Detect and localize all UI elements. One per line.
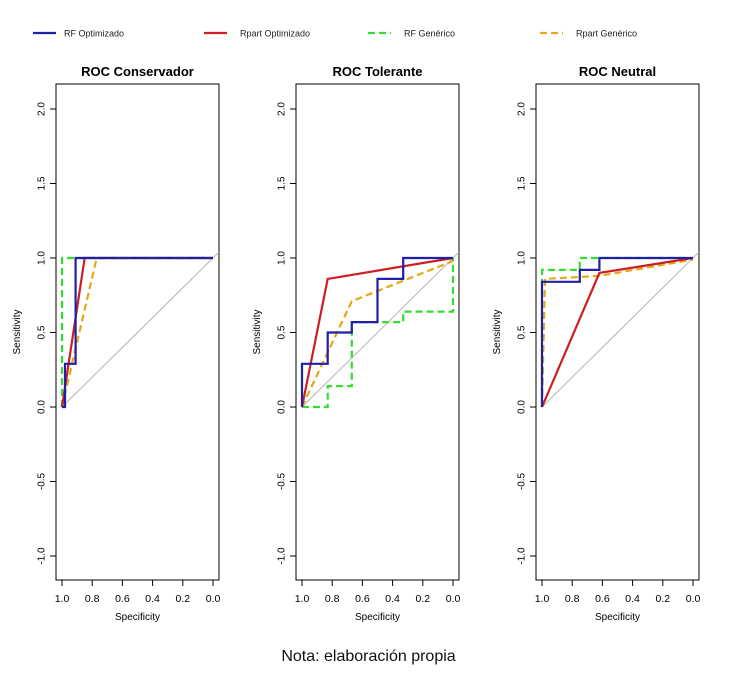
y-tick-label: 1.5 — [37, 176, 48, 190]
y-tick-label: -1.0 — [277, 547, 288, 565]
figure-note: Nota: elaboración propia — [281, 648, 456, 665]
x-tick-label: 0.2 — [175, 593, 190, 605]
y-tick-label: -1.0 — [517, 547, 528, 565]
panel-title: ROC Neutral — [579, 64, 656, 79]
y-axis-label: Sensitivity — [12, 309, 23, 354]
x-tick-label: 0.0 — [686, 593, 701, 605]
roc-curve-rf-optimizado — [300, 256, 453, 407]
y-axis-label: Sensitivity — [252, 309, 263, 354]
x-tick-label: 0.2 — [415, 593, 430, 605]
panel-title: ROC Tolerante — [332, 64, 422, 79]
y-tick-label: 1.5 — [277, 176, 288, 190]
x-tick-label: 0.8 — [85, 593, 100, 605]
y-tick-label: 2.0 — [517, 102, 528, 116]
y-tick-label: -0.5 — [37, 472, 48, 490]
x-axis-label: Specificity — [355, 612, 400, 623]
roc-curve-rf-optimizado — [540, 256, 693, 407]
y-tick-label: 0.0 — [37, 400, 48, 414]
roc-curve-rpart-generico — [301, 259, 454, 408]
x-tick-label: 0.6 — [115, 593, 130, 605]
x-tick-label: 0.4 — [625, 593, 640, 605]
reference-diagonal — [61, 251, 220, 408]
reference-diagonal — [301, 251, 460, 408]
roc-curve-rpart-optimizado — [540, 256, 694, 408]
y-tick-label: 2.0 — [37, 102, 48, 116]
x-tick-label: 0.4 — [385, 593, 400, 605]
y-tick-label: 0.5 — [277, 325, 288, 339]
x-tick-label: 1.0 — [55, 593, 70, 605]
x-tick-label: 0.4 — [145, 593, 160, 605]
y-tick-label: 0.5 — [37, 325, 48, 339]
x-tick-label: 0.6 — [595, 593, 610, 605]
y-tick-label: 1.0 — [517, 251, 528, 265]
x-tick-label: 1.0 — [295, 593, 310, 605]
y-tick-label: 1.0 — [37, 251, 48, 265]
reference-diagonal — [541, 251, 700, 408]
y-tick-label: 0.0 — [517, 400, 528, 414]
x-tick-label: 0.0 — [206, 593, 221, 605]
y-tick-label: 1.0 — [277, 251, 288, 265]
y-tick-label: -1.0 — [37, 547, 48, 565]
y-tick-label: 2.0 — [277, 102, 288, 116]
roc-curve-rf-generico — [60, 256, 213, 407]
y-tick-label: -0.5 — [277, 472, 288, 490]
legend-label-2: Rpart Optimizado — [240, 29, 310, 39]
x-tick-label: 0.2 — [655, 593, 670, 605]
y-tick-label: 0.0 — [277, 400, 288, 414]
y-tick-label: 1.5 — [517, 176, 528, 190]
x-tick-label: 0.0 — [446, 593, 461, 605]
legend-label-1: RF Optimizado — [64, 29, 124, 39]
roc-curve-rpart-generico — [540, 258, 694, 408]
panel-title: ROC Conservador — [81, 64, 194, 79]
x-tick-label: 1.0 — [535, 593, 550, 605]
x-axis-label: Specificity — [595, 612, 640, 623]
legend-label-4: Rpart Genérico — [576, 29, 637, 39]
legend-label-3: RF Genérico — [404, 29, 455, 39]
x-tick-label: 0.8 — [565, 593, 580, 605]
roc-curve-rf-optimizado — [62, 256, 213, 409]
x-tick-label: 0.6 — [355, 593, 370, 605]
x-tick-label: 0.8 — [325, 593, 340, 605]
y-axis-label: Sensitivity — [492, 309, 503, 354]
roc-curve-rpart-generico — [60, 256, 213, 408]
y-tick-label: -0.5 — [517, 472, 528, 490]
y-tick-label: 0.5 — [517, 325, 528, 339]
roc-figure: RF Optimizado Rpart Optimizado RF Genérico… — [12, 29, 701, 624]
x-axis-label: Specificity — [115, 612, 160, 623]
